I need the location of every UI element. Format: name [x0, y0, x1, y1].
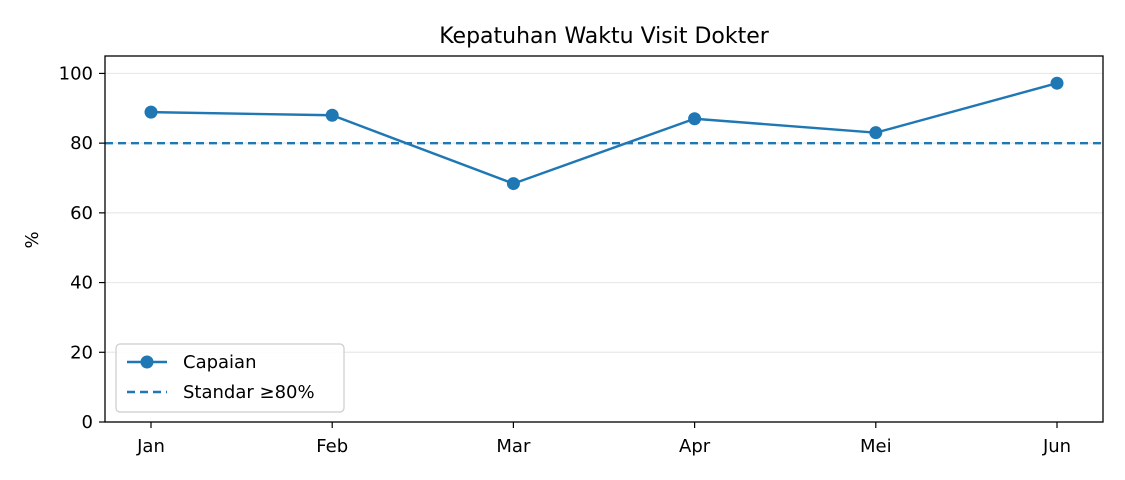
y-tick-label: 40 [70, 273, 93, 294]
series-markers [144, 76, 1064, 191]
legend-box [115, 343, 345, 413]
x-tick-label: Apr [679, 436, 711, 457]
legend-label-capaian: Capaian [183, 352, 257, 373]
plot-frame [104, 55, 1104, 423]
y-tick-label: 20 [70, 342, 93, 363]
y-axis-label: % [22, 231, 43, 248]
y-tick-label: 80 [70, 133, 93, 154]
data-point [506, 177, 520, 191]
data-point [688, 112, 702, 126]
x-tick-label: Jan [136, 436, 165, 457]
data-point [325, 108, 339, 122]
legend: Capaian Standar ≥80% [115, 343, 345, 413]
x-tick-label: Mar [496, 436, 531, 457]
y-tick-label: 60 [70, 203, 93, 224]
y-tick-label: 0 [82, 412, 93, 433]
chart-title: Kepatuhan Waktu Visit Dokter [439, 24, 770, 49]
x-axis: Jan Feb Mar Apr Mei Jun [136, 422, 1071, 457]
data-point [1050, 76, 1064, 90]
data-point [869, 126, 883, 140]
legend-marker-capaian [140, 355, 154, 369]
series-line-capaian [150, 82, 1058, 185]
x-tick-label: Feb [316, 436, 348, 457]
y-tick-label: 100 [59, 63, 93, 84]
data-point [144, 105, 158, 119]
y-axis: 0 20 40 60 80 100 [59, 63, 105, 433]
x-tick-label: Mei [860, 436, 892, 457]
x-tick-label: Jun [1042, 436, 1071, 457]
legend-label-standar: Standar ≥80% [183, 382, 315, 403]
